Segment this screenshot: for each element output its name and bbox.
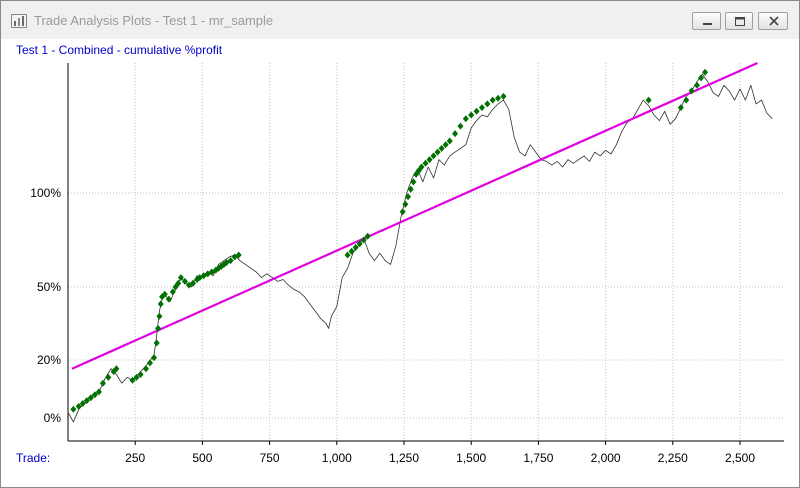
x-tick-label: 500 [192, 451, 212, 465]
marker-point [113, 365, 120, 373]
marker-point [169, 288, 176, 296]
minimize-button[interactable] [692, 12, 721, 30]
y-tick-label: 20% [37, 353, 61, 367]
equity-curve-line [67, 73, 773, 423]
marker-point [181, 277, 188, 285]
marker-point [360, 236, 367, 244]
marker-point [344, 251, 351, 259]
y-tick-label: 0% [44, 411, 62, 425]
marker-point [352, 244, 359, 252]
marker-point [698, 74, 705, 82]
marker-point [405, 193, 412, 201]
marker-point [500, 92, 507, 100]
marker-point [151, 354, 158, 362]
marker-point [87, 394, 94, 402]
x-tick-label: 250 [125, 451, 145, 465]
marker-point [227, 257, 234, 265]
maximize-button[interactable] [725, 12, 753, 30]
x-tick-label: 750 [260, 451, 280, 465]
trend-line [71, 61, 758, 370]
x-tick-label: 2,250 [658, 451, 688, 465]
marker-point [495, 94, 502, 102]
marker-point [434, 148, 441, 156]
marker-point [83, 397, 90, 405]
marker-point [75, 402, 82, 410]
marker-point [156, 312, 163, 320]
marker-point [407, 185, 414, 193]
marker-point [402, 200, 409, 208]
marker-point [356, 240, 363, 248]
x-tick-label: 1,500 [456, 451, 486, 465]
title-bar[interactable]: Trade Analysis Plots - Test 1 - mr_sampl… [1, 1, 799, 39]
marker-point [410, 178, 417, 186]
marker-point [457, 122, 464, 130]
marker-point [175, 279, 182, 287]
x-tick-label: 1,750 [523, 451, 553, 465]
marker-point [133, 373, 140, 381]
marker-point [105, 373, 112, 381]
marker-point [418, 163, 425, 171]
marker-point [468, 111, 475, 119]
close-button[interactable] [758, 12, 788, 30]
marker-point [364, 232, 371, 240]
x-tick-label: 2,000 [591, 451, 621, 465]
marker-point [693, 81, 700, 89]
marker-point [79, 400, 86, 407]
marker-point [137, 371, 144, 378]
window-title: Trade Analysis Plots - Test 1 - mr_sampl… [34, 13, 274, 28]
marker-point [129, 376, 136, 384]
marker-point [399, 208, 406, 216]
x-tick-label: 1,000 [322, 451, 352, 465]
marker-point [165, 295, 172, 303]
marker-point [442, 141, 449, 149]
marker-point [99, 379, 106, 387]
app-chart-icon [11, 14, 27, 28]
marker-point [70, 405, 77, 413]
marker-point [688, 87, 695, 95]
marker-point [446, 137, 453, 145]
marker-point [438, 144, 445, 152]
y-tick-label: 100% [30, 186, 61, 200]
maximize-icon [735, 17, 745, 26]
x-axis-label: Trade: [16, 451, 51, 465]
marker-point [161, 290, 168, 298]
marker-point [155, 324, 162, 332]
marker-point [91, 391, 98, 399]
marker-point [422, 159, 429, 167]
marker-point [146, 359, 153, 367]
marker-point [702, 68, 709, 76]
minimize-icon [703, 23, 712, 25]
marker-point [177, 274, 184, 282]
marker-point [430, 152, 437, 160]
x-tick-label: 1,250 [389, 451, 419, 465]
marker-point [473, 107, 480, 115]
y-tick-label: 50% [37, 280, 61, 294]
chart-title: Test 1 - Combined - cumulative %profit [16, 43, 223, 57]
marker-point [645, 96, 652, 104]
marker-point [452, 130, 459, 138]
marker-point [677, 104, 684, 112]
marker-point [157, 300, 164, 308]
marker-point [683, 96, 690, 104]
marker-point [478, 104, 485, 112]
marker-point [484, 100, 491, 108]
marker-point [153, 339, 160, 347]
marker-point [426, 156, 433, 164]
close-icon [769, 16, 779, 26]
marker-point [95, 388, 102, 396]
marker-point [235, 251, 242, 259]
marker-point [348, 247, 355, 255]
marker-point [142, 365, 149, 373]
marker-point [189, 279, 196, 287]
marker-point [462, 115, 469, 123]
marker-point [489, 96, 496, 104]
x-tick-label: 2,500 [725, 451, 755, 465]
